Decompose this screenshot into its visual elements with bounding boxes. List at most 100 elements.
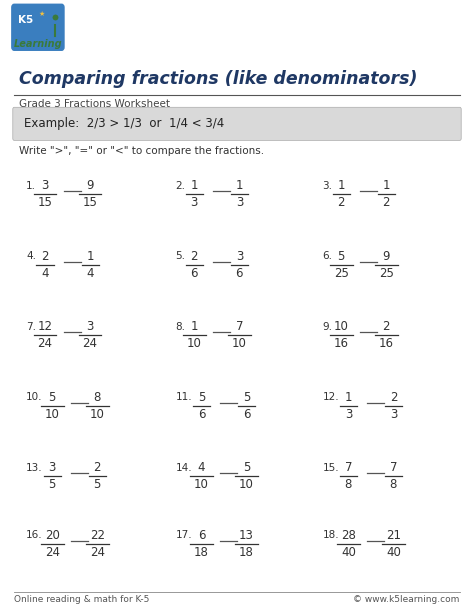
Text: © www.k5learning.com: © www.k5learning.com xyxy=(354,595,460,604)
Text: 3: 3 xyxy=(41,180,49,192)
Text: 3: 3 xyxy=(191,196,198,209)
Text: 1: 1 xyxy=(383,180,390,192)
Text: 16: 16 xyxy=(379,337,394,350)
Text: 14.: 14. xyxy=(175,463,192,473)
Text: 1: 1 xyxy=(191,321,198,333)
Text: 10: 10 xyxy=(90,408,105,421)
Text: 18: 18 xyxy=(194,546,209,558)
Text: 6.: 6. xyxy=(322,251,332,261)
Text: 2.: 2. xyxy=(175,181,185,191)
Text: 4: 4 xyxy=(86,267,94,280)
Text: 2: 2 xyxy=(390,391,397,404)
Text: Learning: Learning xyxy=(14,39,63,49)
Text: 7: 7 xyxy=(390,462,397,474)
Text: 8: 8 xyxy=(390,478,397,491)
Text: 9: 9 xyxy=(383,250,390,263)
Text: 2: 2 xyxy=(383,196,390,209)
Text: 12: 12 xyxy=(37,321,53,333)
Text: 1.: 1. xyxy=(26,181,36,191)
Text: 15: 15 xyxy=(82,196,98,209)
FancyBboxPatch shape xyxy=(13,107,461,140)
Text: 7: 7 xyxy=(345,462,352,474)
Text: K5: K5 xyxy=(18,15,33,25)
Text: 10: 10 xyxy=(239,478,254,491)
Text: 25: 25 xyxy=(379,267,394,280)
Text: 7.: 7. xyxy=(26,322,36,332)
Text: 5: 5 xyxy=(48,478,56,491)
Text: 3: 3 xyxy=(48,462,56,474)
Text: Example:  2/3 > 1/3  or  1/4 < 3/4: Example: 2/3 > 1/3 or 1/4 < 3/4 xyxy=(24,117,224,131)
Text: 9: 9 xyxy=(86,180,94,192)
Text: 24: 24 xyxy=(82,337,98,350)
Text: 5: 5 xyxy=(48,391,56,404)
Text: 1: 1 xyxy=(337,180,345,192)
Text: 5: 5 xyxy=(337,250,345,263)
Text: 15.: 15. xyxy=(322,463,339,473)
Text: 1: 1 xyxy=(345,391,352,404)
Text: 5: 5 xyxy=(198,391,205,404)
Text: 24: 24 xyxy=(37,337,53,350)
Text: 10: 10 xyxy=(232,337,247,350)
Text: 1: 1 xyxy=(86,250,94,263)
Text: 40: 40 xyxy=(386,546,401,558)
FancyBboxPatch shape xyxy=(12,4,64,50)
Text: 3: 3 xyxy=(236,250,243,263)
Text: 3.: 3. xyxy=(322,181,332,191)
Text: 20: 20 xyxy=(45,529,60,542)
Text: 4.: 4. xyxy=(26,251,36,261)
Text: 3: 3 xyxy=(390,408,397,421)
Text: 2: 2 xyxy=(93,462,101,474)
Text: 2: 2 xyxy=(337,196,345,209)
Text: 9.: 9. xyxy=(322,322,332,332)
Text: 2: 2 xyxy=(191,250,198,263)
Text: 25: 25 xyxy=(334,267,349,280)
Text: 2: 2 xyxy=(41,250,49,263)
Text: 18.: 18. xyxy=(322,530,339,540)
Text: 6: 6 xyxy=(198,408,205,421)
Text: 24: 24 xyxy=(45,546,60,558)
Text: 10: 10 xyxy=(334,321,349,333)
Text: 18: 18 xyxy=(239,546,254,558)
Text: 8: 8 xyxy=(345,478,352,491)
Text: Write ">", "=" or "<" to compare the fractions.: Write ">", "=" or "<" to compare the fra… xyxy=(19,146,264,156)
Text: 5: 5 xyxy=(93,478,101,491)
Text: 7: 7 xyxy=(236,321,243,333)
Text: 10: 10 xyxy=(194,478,209,491)
Text: 4: 4 xyxy=(198,462,205,474)
Text: 22: 22 xyxy=(90,529,105,542)
Text: 16: 16 xyxy=(334,337,349,350)
Text: 16.: 16. xyxy=(26,530,43,540)
Text: 12.: 12. xyxy=(322,392,339,402)
Text: 13.: 13. xyxy=(26,463,43,473)
Text: 40: 40 xyxy=(341,546,356,558)
Text: 6: 6 xyxy=(191,267,198,280)
Text: 1: 1 xyxy=(191,180,198,192)
Text: 13: 13 xyxy=(239,529,254,542)
Text: 17.: 17. xyxy=(175,530,192,540)
Text: Grade 3 Fractions Worksheet: Grade 3 Fractions Worksheet xyxy=(19,99,170,109)
Text: 5.: 5. xyxy=(175,251,185,261)
Text: 10: 10 xyxy=(45,408,60,421)
Text: 11.: 11. xyxy=(175,392,192,402)
Text: 6: 6 xyxy=(236,267,243,280)
Text: 5: 5 xyxy=(243,462,250,474)
Text: 10.: 10. xyxy=(26,392,43,402)
Text: 21: 21 xyxy=(386,529,401,542)
Text: Comparing fractions (like denominators): Comparing fractions (like denominators) xyxy=(19,70,418,88)
Text: 3: 3 xyxy=(236,196,243,209)
Text: 8.: 8. xyxy=(175,322,185,332)
Text: 15: 15 xyxy=(37,196,53,209)
Text: 3: 3 xyxy=(345,408,352,421)
Text: ★: ★ xyxy=(38,11,45,17)
Text: 3: 3 xyxy=(86,321,94,333)
Text: Online reading & math for K-5: Online reading & math for K-5 xyxy=(14,595,150,604)
Text: 8: 8 xyxy=(93,391,101,404)
Text: 2: 2 xyxy=(383,321,390,333)
Text: 1: 1 xyxy=(236,180,243,192)
Text: 28: 28 xyxy=(341,529,356,542)
Text: 10: 10 xyxy=(187,337,202,350)
Text: 6: 6 xyxy=(243,408,250,421)
Text: 6: 6 xyxy=(198,529,205,542)
Text: 24: 24 xyxy=(90,546,105,558)
Text: 4: 4 xyxy=(41,267,49,280)
